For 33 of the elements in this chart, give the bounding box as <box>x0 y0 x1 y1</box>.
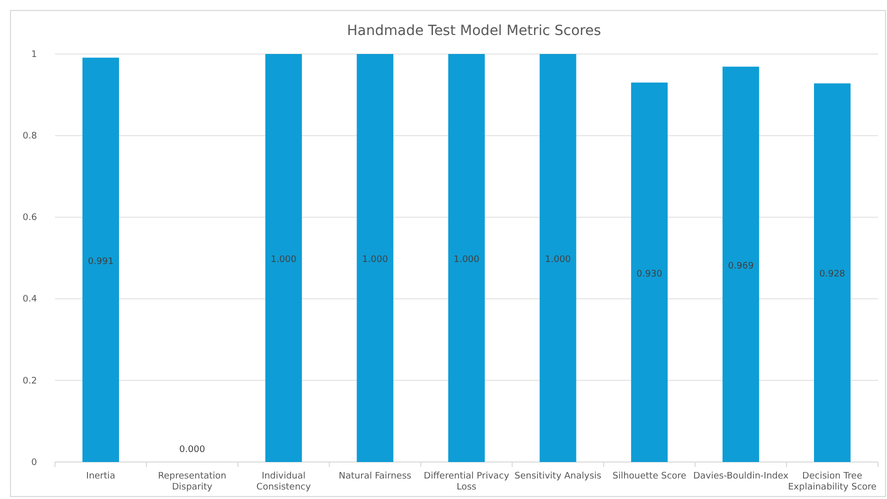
y-tick-label: 0 <box>31 458 38 468</box>
x-tick-label: Representation Disparity <box>158 471 226 493</box>
x-tick-label: Decision Tree Explainability Score <box>788 471 878 493</box>
data-label: 0.991 <box>88 256 114 267</box>
bar <box>540 54 576 462</box>
data-label: 1.000 <box>454 255 480 265</box>
bar <box>631 82 668 462</box>
data-label: 0.930 <box>636 269 663 280</box>
y-tick-label: 0.2 <box>22 376 37 386</box>
x-tick-label: Individual Consistency <box>256 471 312 493</box>
bar <box>722 66 760 462</box>
bar <box>265 54 302 462</box>
x-tick-label: Differential Privacy Loss <box>424 471 510 493</box>
bar <box>448 54 485 462</box>
y-tick-label: 0.8 <box>22 131 38 142</box>
x-tick-label: Inertia <box>86 471 116 482</box>
y-tick-label: 0.4 <box>22 294 38 305</box>
y-tick-label: 0.6 <box>22 213 38 224</box>
data-label: 0.969 <box>728 261 754 272</box>
data-label: 1.000 <box>270 255 297 265</box>
bar <box>814 83 851 462</box>
bar <box>356 54 394 462</box>
x-tick-label: Natural Fairness <box>338 471 412 482</box>
bar <box>82 58 120 462</box>
y-tick-label: 1 <box>31 50 37 60</box>
data-label: 0.000 <box>179 445 206 455</box>
data-label: 0.928 <box>819 270 846 280</box>
x-tick-label: Silhouette Score <box>612 471 687 482</box>
x-tick-label: Davies-Bouldin-Index <box>693 471 790 482</box>
x-tick-label: Sensitivity Analysis <box>514 471 602 482</box>
chart-title: Handmade Test Model Metric Scores <box>346 23 602 39</box>
data-label: 1.000 <box>545 255 572 265</box>
data-label: 1.000 <box>362 255 388 265</box>
